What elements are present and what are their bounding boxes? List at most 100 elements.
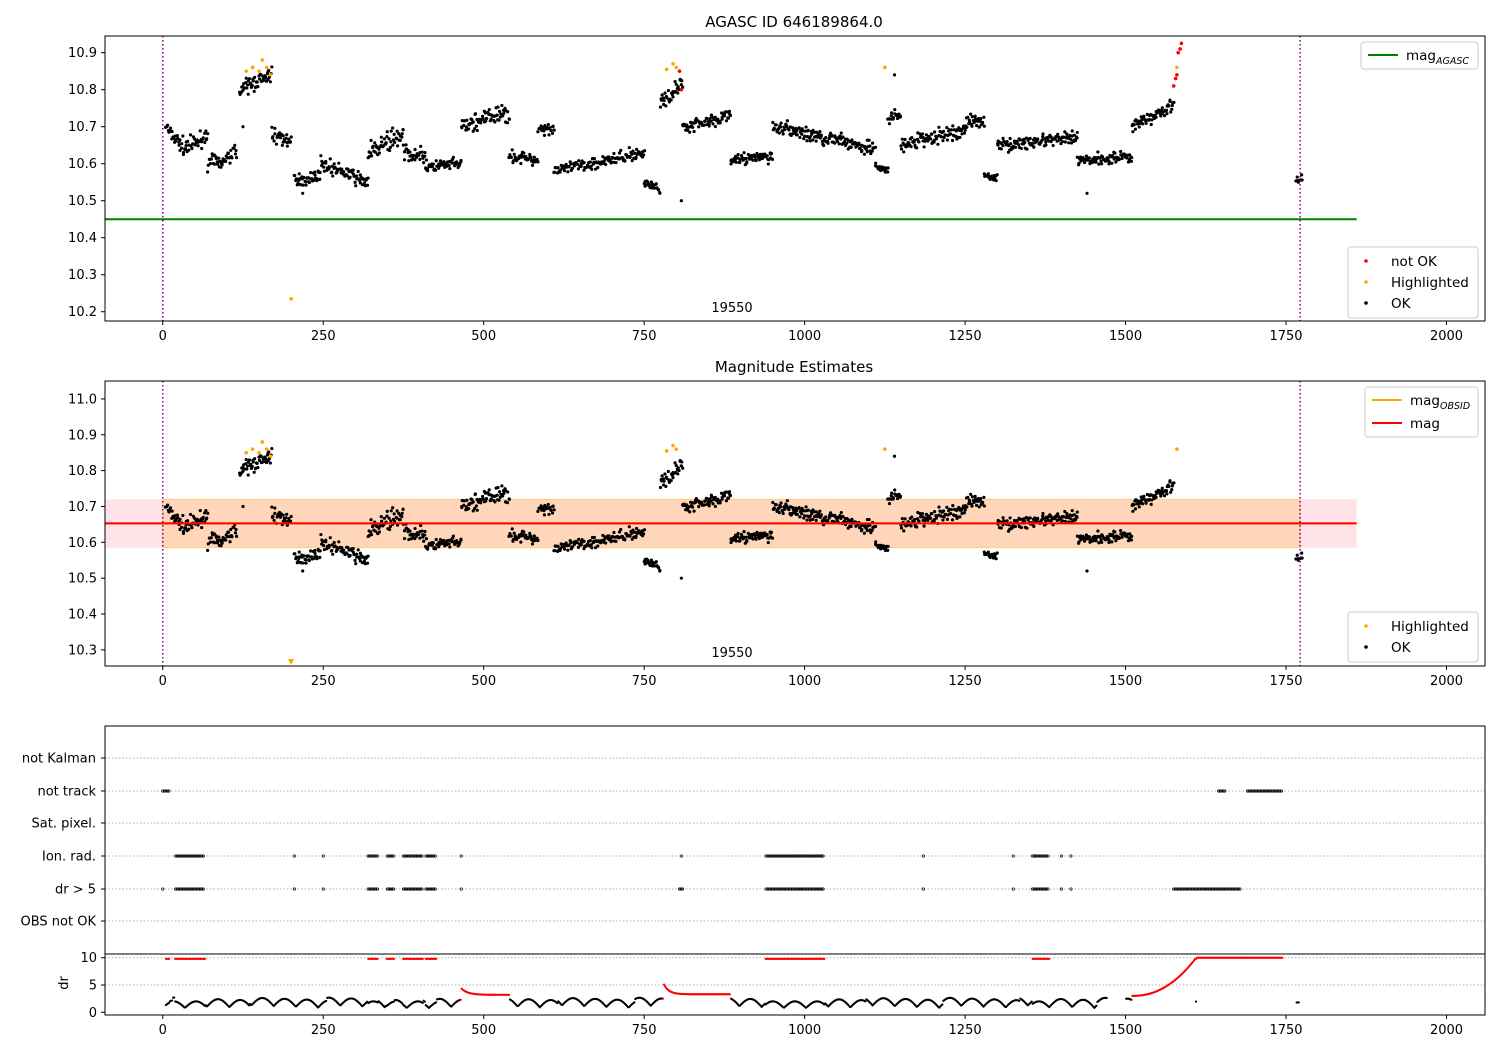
ok-point bbox=[670, 92, 674, 97]
ok-point bbox=[868, 144, 872, 148]
ok-point bbox=[941, 518, 945, 522]
ok-point bbox=[302, 175, 306, 180]
ok-point bbox=[734, 539, 738, 543]
ok-point bbox=[1172, 100, 1176, 104]
panel2-y-ticks: 10.310.410.510.610.710.810.911.0 bbox=[68, 392, 105, 658]
ok-point bbox=[542, 513, 547, 517]
ok-point bbox=[484, 116, 489, 121]
ok-point bbox=[187, 527, 191, 531]
ok-point bbox=[744, 156, 748, 161]
ok-point bbox=[302, 554, 306, 558]
ok-point bbox=[206, 132, 210, 136]
ok-point bbox=[247, 77, 252, 81]
ok-point bbox=[691, 125, 695, 129]
ok-point bbox=[1044, 140, 1048, 144]
ok-point bbox=[180, 142, 184, 146]
ok-point bbox=[184, 144, 188, 148]
ok-point bbox=[380, 519, 384, 523]
ok-point bbox=[220, 163, 224, 167]
ok-point bbox=[423, 529, 427, 534]
ok-point bbox=[576, 167, 581, 171]
ok-point bbox=[502, 111, 506, 115]
ok-point bbox=[512, 152, 516, 156]
dr-point bbox=[423, 1000, 426, 1003]
ok-point bbox=[536, 130, 540, 134]
dr-point bbox=[173, 996, 176, 999]
ok-point bbox=[596, 544, 600, 548]
ok-point bbox=[630, 531, 634, 535]
ok-point bbox=[928, 516, 933, 520]
ok-point bbox=[315, 557, 319, 561]
highlighted-point bbox=[664, 449, 669, 453]
ok-point bbox=[1032, 145, 1036, 149]
ok-point bbox=[259, 454, 263, 458]
ok-point bbox=[891, 496, 895, 500]
ok-point bbox=[795, 512, 799, 516]
ok-point bbox=[1295, 175, 1299, 179]
ok-point bbox=[958, 135, 962, 139]
ok-point bbox=[462, 499, 466, 503]
ok-point bbox=[1075, 510, 1079, 514]
ok-point bbox=[392, 132, 396, 136]
ok-point bbox=[217, 156, 221, 160]
ok-point bbox=[614, 161, 618, 165]
ok-point bbox=[354, 174, 359, 178]
ok-point bbox=[937, 505, 941, 509]
ok-point bbox=[430, 165, 434, 169]
ok-point bbox=[970, 115, 974, 119]
ok-point bbox=[1149, 502, 1153, 506]
ok-point bbox=[1056, 512, 1060, 516]
ok-point bbox=[276, 514, 280, 518]
ok-point bbox=[1032, 524, 1036, 528]
ok-point bbox=[939, 135, 944, 139]
ok-point bbox=[899, 147, 904, 151]
ok-point bbox=[252, 470, 256, 474]
ok-point bbox=[1075, 130, 1079, 135]
ok-point bbox=[373, 150, 377, 154]
ok-point bbox=[1001, 516, 1005, 520]
ok-point bbox=[979, 497, 983, 501]
ok-point bbox=[923, 139, 927, 143]
ok-point bbox=[474, 124, 478, 128]
ok-point bbox=[826, 141, 830, 145]
ok-point bbox=[480, 494, 485, 499]
ok-point bbox=[413, 526, 417, 531]
ok-point bbox=[676, 472, 680, 476]
ok-point bbox=[529, 155, 533, 160]
ok-point bbox=[1141, 122, 1145, 126]
dr-point bbox=[864, 1000, 867, 1003]
flag-row-label: OBS not OK bbox=[21, 915, 97, 930]
ok-point bbox=[1046, 139, 1051, 143]
ok-point bbox=[285, 133, 289, 137]
ok-point bbox=[945, 517, 949, 521]
y-tick-label: 10.5 bbox=[68, 572, 97, 587]
legend-label: not OK bbox=[1391, 254, 1438, 270]
ok-point bbox=[471, 500, 475, 504]
highlighted-point bbox=[1175, 65, 1179, 70]
ok-point bbox=[408, 529, 412, 533]
ok-point bbox=[588, 539, 592, 543]
ok-point bbox=[423, 533, 427, 537]
dr-not-ok-point bbox=[1281, 956, 1284, 959]
ok-point bbox=[658, 105, 663, 109]
ok-point bbox=[870, 149, 874, 153]
legend-label: OK bbox=[1391, 296, 1412, 312]
ok-point bbox=[542, 129, 546, 133]
ok-point bbox=[642, 528, 647, 532]
ok-point bbox=[1091, 160, 1095, 164]
y-tick-label: 10.5 bbox=[68, 194, 97, 209]
ok-point bbox=[839, 131, 843, 135]
ok-point bbox=[902, 150, 906, 154]
legend-dot-swatch bbox=[1364, 645, 1368, 649]
ok-point bbox=[345, 552, 349, 556]
ok-point bbox=[165, 503, 170, 507]
ok-point bbox=[466, 507, 471, 511]
ok-point bbox=[318, 177, 322, 182]
ok-point bbox=[1096, 529, 1100, 533]
ok-point bbox=[654, 560, 658, 564]
ok-point bbox=[806, 508, 810, 512]
ok-point bbox=[382, 137, 386, 141]
ok-point bbox=[318, 549, 322, 553]
ok-point bbox=[391, 126, 395, 130]
